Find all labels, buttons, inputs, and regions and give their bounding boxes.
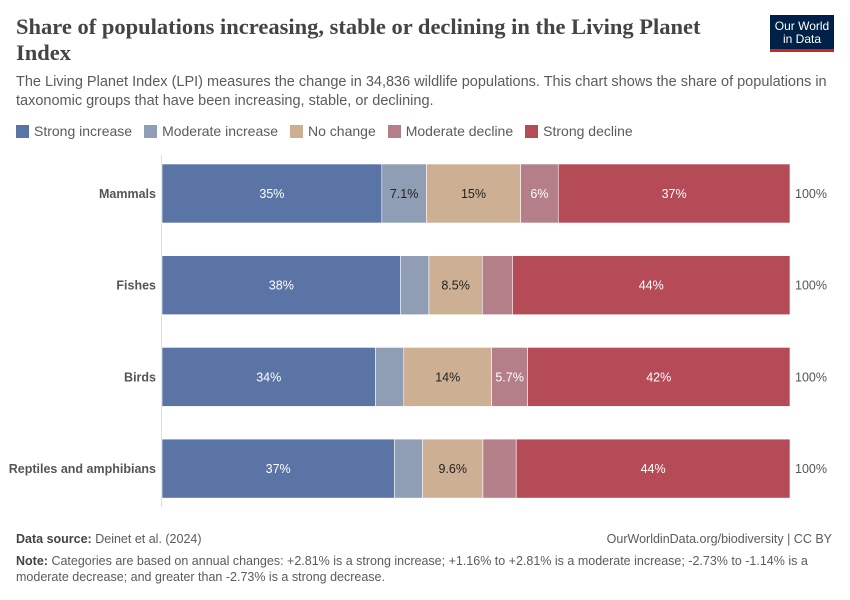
legend-swatch bbox=[525, 124, 539, 138]
data-label: 35% bbox=[259, 187, 284, 201]
legend: Strong increase Moderate increase No chang… bbox=[16, 123, 633, 139]
bar-segment bbox=[400, 255, 430, 315]
legend-swatch bbox=[290, 124, 304, 138]
legend-label: Moderate increase bbox=[162, 123, 279, 139]
total-label: 100% bbox=[795, 370, 827, 384]
legend-item[interactable]: Moderate increase bbox=[144, 123, 278, 139]
total-label: 100% bbox=[795, 462, 827, 476]
data-label: 9.6% bbox=[439, 462, 468, 476]
legend-item[interactable]: Moderate decline bbox=[387, 123, 514, 139]
note-text: Categories are based on annual changes: … bbox=[16, 554, 808, 584]
category-label: Fishes bbox=[116, 279, 156, 293]
legend-item[interactable]: No change bbox=[290, 123, 376, 139]
data-label: 37% bbox=[662, 187, 687, 201]
legend-label: Strong decline bbox=[543, 123, 633, 139]
data-label: 6% bbox=[530, 187, 548, 201]
bar-segment bbox=[520, 163, 559, 224]
total-label: 100% bbox=[795, 187, 827, 201]
bar-segment bbox=[491, 347, 528, 407]
legend-item[interactable]: Strong increase bbox=[16, 123, 132, 139]
bar-segment bbox=[512, 255, 791, 315]
data-label: 38% bbox=[269, 279, 294, 293]
data-source-link[interactable]: Deinet et al. (2024) bbox=[95, 532, 202, 546]
bar-segment bbox=[161, 255, 401, 315]
bar-segment bbox=[426, 163, 521, 224]
bar-segment bbox=[557, 163, 791, 224]
bar-segment bbox=[527, 347, 791, 407]
data-label: 14% bbox=[435, 370, 460, 384]
legend-item[interactable]: Strong decline bbox=[525, 123, 633, 139]
chart-subtitle: The Living Planet Index (LPI) measures t… bbox=[16, 74, 827, 109]
data-label: 34% bbox=[256, 370, 281, 384]
note-label: Note: bbox=[16, 554, 48, 568]
data-label: 8.5% bbox=[441, 279, 470, 293]
bar-segment bbox=[161, 163, 383, 224]
bar-segment bbox=[394, 438, 423, 499]
data-label: 37% bbox=[266, 462, 291, 476]
bar-segment bbox=[428, 255, 483, 315]
legend-swatch bbox=[144, 124, 158, 138]
data-label: 44% bbox=[639, 279, 664, 293]
legend-swatch bbox=[16, 124, 29, 138]
data-label: 7.1% bbox=[390, 187, 419, 201]
data-label: 44% bbox=[641, 462, 666, 476]
data-source: Data source: Deinet et al. (2024) bbox=[16, 532, 202, 546]
legend-swatch bbox=[387, 124, 401, 138]
legend-label: Moderate decline bbox=[405, 123, 514, 139]
owid-logo[interactable]: Our World in Data bbox=[770, 15, 834, 52]
category-label: Mammals bbox=[99, 187, 156, 201]
bar-segment bbox=[403, 347, 492, 407]
category-label: Birds bbox=[124, 370, 156, 384]
data-label: 15% bbox=[461, 187, 486, 201]
bar-segment bbox=[481, 255, 513, 315]
data-label: 42% bbox=[646, 370, 671, 384]
legend-label: No change bbox=[308, 123, 376, 139]
bar-segment bbox=[422, 438, 484, 499]
bar-segment bbox=[161, 347, 376, 407]
note: Note: Categories are based on annual cha… bbox=[16, 553, 836, 585]
data-label: 5.7% bbox=[495, 370, 524, 384]
chart-title: Share of populations increasing, stable … bbox=[16, 14, 701, 65]
bar-segment bbox=[482, 438, 517, 499]
bar-segment bbox=[161, 438, 395, 499]
legend-label: Strong increase bbox=[34, 123, 133, 139]
data-source-label: Data source: bbox=[16, 532, 92, 546]
bar-segment bbox=[381, 163, 427, 224]
bar-segment bbox=[515, 438, 791, 499]
source-url[interactable]: OurWorldinData.org/biodiversity | CC BY bbox=[606, 532, 832, 546]
category-label: Reptiles and amphibians bbox=[9, 462, 156, 476]
bar-segment bbox=[375, 347, 405, 407]
total-label: 100% bbox=[795, 279, 827, 293]
